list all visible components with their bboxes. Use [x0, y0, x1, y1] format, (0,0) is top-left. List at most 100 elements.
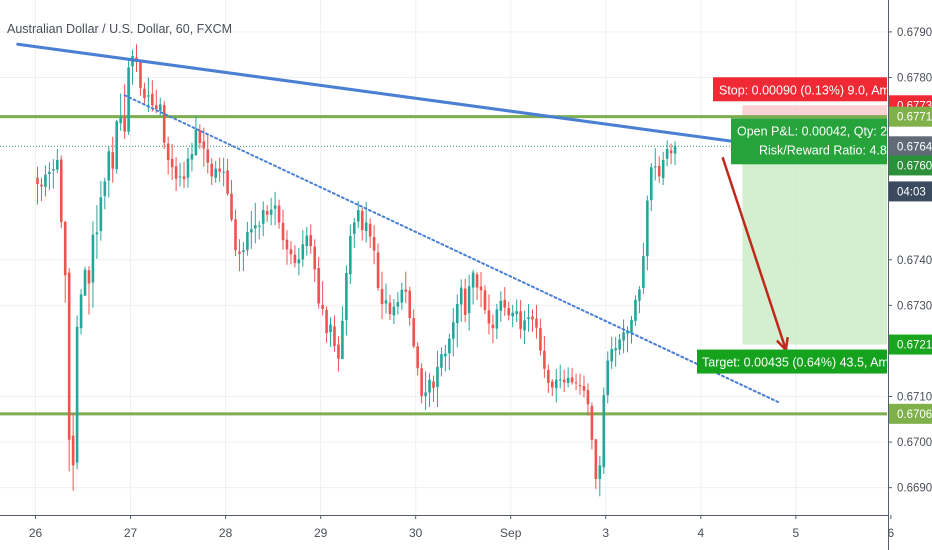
candle-body [566, 377, 570, 383]
candle-body [147, 95, 150, 97]
time-tick-label: 6 [888, 526, 895, 540]
candle [408, 286, 412, 326]
candle [265, 205, 269, 222]
candle [368, 218, 372, 248]
candle-body [665, 149, 669, 159]
candle [289, 241, 293, 265]
stop-label: Stop: 0.00090 (0.13%) 9.0, Amount: [719, 83, 918, 97]
candle [598, 456, 602, 497]
candle [487, 294, 491, 335]
price-label: 0.67607 [897, 160, 932, 172]
price-axis-background [888, 0, 932, 550]
candle [87, 266, 91, 315]
candle [606, 351, 610, 404]
candle-body [155, 105, 158, 109]
candle-body [495, 309, 499, 329]
candle [139, 61, 142, 96]
candle [590, 402, 594, 450]
candle-body [551, 381, 554, 388]
candle [99, 180, 103, 241]
candle [646, 195, 649, 271]
candle-body [158, 104, 162, 111]
candle-body [463, 288, 467, 315]
candle-body [618, 339, 621, 350]
candle-body [452, 322, 455, 339]
candle [661, 151, 665, 186]
candle-body [305, 235, 309, 247]
candle [614, 336, 617, 367]
candle [206, 134, 210, 174]
candle [483, 285, 487, 315]
candle [325, 306, 328, 343]
candle-body [198, 130, 202, 144]
candle [166, 136, 170, 175]
candle-body [242, 250, 245, 253]
candle-body [206, 149, 210, 163]
candle-body [459, 287, 463, 305]
candle-body [71, 435, 75, 466]
candle-body [479, 286, 483, 291]
candle-body [79, 294, 83, 329]
candle-body [380, 288, 384, 304]
candle-body [547, 370, 550, 383]
candle [673, 141, 677, 165]
candle-body [428, 379, 431, 393]
candle [36, 166, 39, 205]
candle [119, 93, 122, 131]
candle [67, 267, 71, 472]
candle-body [523, 320, 526, 331]
candle-body [143, 88, 146, 98]
candle [570, 367, 574, 385]
arrow-shaft[interactable] [721, 156, 788, 351]
candle [495, 303, 499, 340]
candle-body [67, 272, 71, 440]
candle [186, 147, 190, 188]
candle [669, 143, 673, 165]
candle-body [471, 272, 475, 288]
candle [75, 315, 79, 470]
candle-body [392, 306, 396, 316]
candle [372, 225, 376, 265]
candle-body [254, 225, 257, 229]
candle-body [174, 166, 178, 179]
candle-body [83, 269, 87, 296]
candle [562, 369, 566, 392]
candle-body [606, 360, 610, 396]
candle-body [400, 289, 404, 303]
time-tick-label: 5 [792, 526, 799, 540]
candle-body [594, 439, 598, 479]
candle-body [317, 267, 320, 304]
candle [261, 201, 265, 237]
candle-body [614, 348, 617, 351]
candle-body [610, 349, 613, 362]
candle-body [444, 353, 447, 357]
candle [305, 226, 309, 256]
candle-body [162, 105, 166, 143]
candle-body [412, 318, 415, 347]
candle-body [329, 324, 332, 333]
candle-body [364, 222, 368, 232]
candle [321, 281, 324, 316]
candle-body [638, 289, 641, 301]
target-label-box [697, 349, 887, 374]
candle [111, 136, 115, 183]
candle-body [210, 163, 214, 177]
candle-body [333, 326, 336, 346]
candle [48, 162, 51, 191]
candle [79, 288, 83, 335]
trendline-solid[interactable] [16, 42, 744, 145]
target-zone [742, 146, 887, 345]
candle-body [301, 244, 305, 260]
time-tick-label: 28 [219, 526, 233, 540]
trendline-dotted[interactable] [123, 94, 780, 403]
candle-body [202, 141, 206, 149]
candle [436, 350, 439, 407]
candle-body [590, 406, 594, 440]
candle-body [309, 235, 313, 247]
